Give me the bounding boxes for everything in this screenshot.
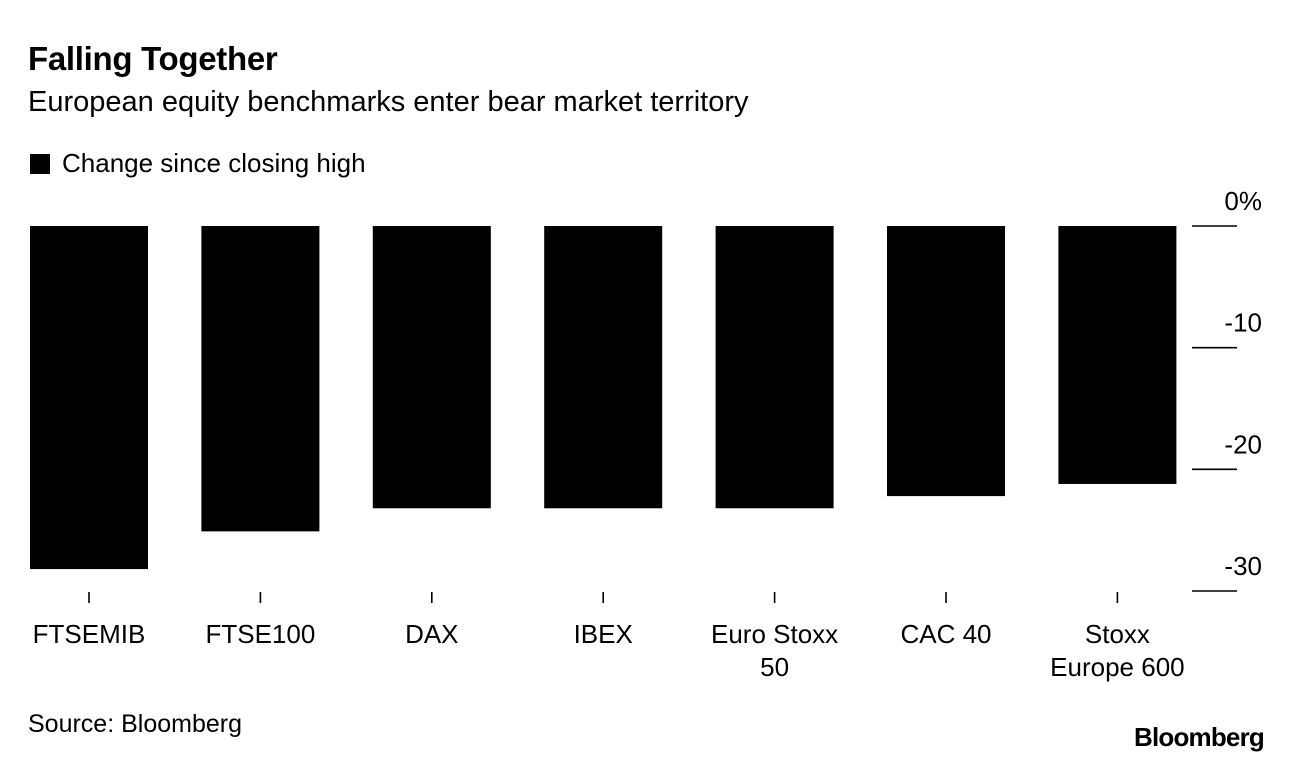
bar — [715, 226, 834, 509]
x-tick-label: Euro Stoxx 50 — [711, 619, 838, 682]
x-tick-label: DAX — [405, 619, 458, 649]
x-tick-label: IBEX — [574, 619, 633, 649]
x-tick-label: FTSEMIB — [33, 619, 146, 649]
bar — [887, 226, 1005, 497]
x-tick-label: Stoxx Europe 600 — [1050, 619, 1184, 682]
legend: Change since closing high — [30, 148, 366, 179]
bar — [544, 226, 663, 509]
bar — [201, 226, 320, 532]
x-tick-label: CAC 40 — [900, 619, 991, 649]
x-tick-label: FTSE100 — [205, 619, 315, 649]
chart-title: Falling Together — [28, 40, 278, 77]
y-tick-label: -30 — [1224, 551, 1262, 581]
bloomberg-logo: Bloomberg — [1133, 722, 1265, 752]
source-note: Source: Bloomberg — [28, 710, 243, 738]
bar — [1058, 226, 1177, 484]
bar — [30, 226, 148, 570]
y-tick-label: -10 — [1224, 308, 1262, 338]
legend-swatch — [30, 153, 50, 174]
y-tick-label: 0% — [1224, 186, 1262, 216]
chart-subtitle: European equity benchmarks enter bear ma… — [28, 86, 749, 118]
bar — [372, 226, 491, 509]
legend-label: Change since closing high — [62, 148, 366, 178]
y-tick-label: -20 — [1224, 429, 1262, 459]
